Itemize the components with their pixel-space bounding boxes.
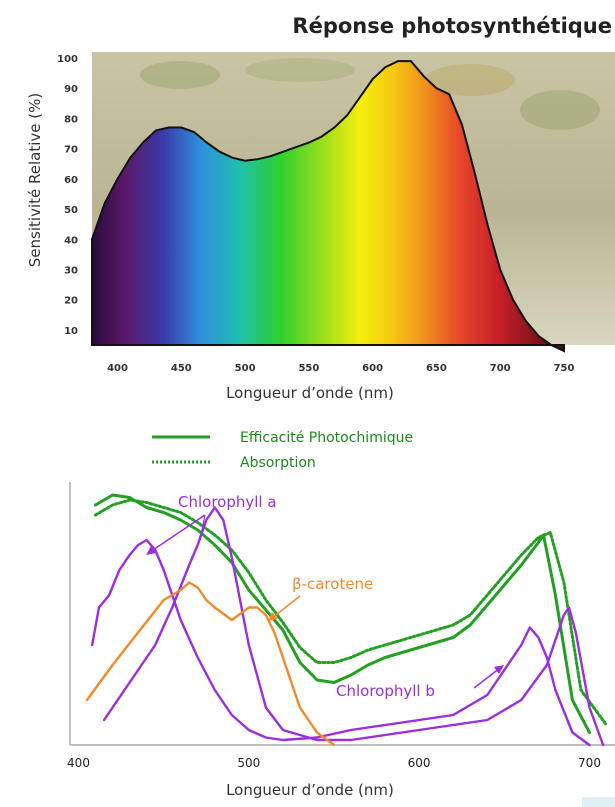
legend-label-efficacite: Efficacité Photochimique — [240, 430, 413, 446]
chart1-y-tick-100: 100 — [57, 54, 78, 65]
chart1-y-tick-70: 70 — [64, 145, 78, 156]
chart1-x-tick-400: 400 — [107, 363, 128, 374]
chart1-x-tick-600: 600 — [362, 363, 383, 374]
chart1-y-tick-20: 20 — [64, 296, 78, 307]
chart1-x-tick-450: 450 — [171, 363, 192, 374]
arrowhead-beta-carotene — [268, 612, 278, 621]
chart2-x-ticks: 400 500 600 700 — [67, 756, 601, 770]
arrowhead-chlorophyll-a-1 — [146, 546, 156, 555]
chart1-y-tick-10: 10 — [64, 326, 78, 337]
series-efficacit-photochimique — [94, 493, 591, 734]
arrowhead-chlorophyll-b — [494, 665, 504, 674]
chart1-y-tick-90: 90 — [64, 84, 78, 95]
chart1-x-tick-750: 750 — [554, 363, 575, 374]
corner-mark — [582, 797, 615, 807]
annotation-beta-carotene: β-carotene — [292, 575, 373, 593]
legend: Efficacité Photochimique Absorption — [152, 430, 413, 471]
chart1-x-tick-700: 700 — [490, 363, 511, 374]
chart1-spectrum-area — [91, 60, 565, 353]
arrow-chlorophyll-a-2 — [199, 514, 206, 541]
legend-label-absorption: Absorption — [240, 455, 316, 471]
chart1-y-tick-30: 30 — [64, 266, 78, 277]
chart2-series — [85, 493, 608, 747]
chart2-x-axis-label: Longueur d’onde (nm) — [226, 781, 394, 799]
chart1-x-tick-550: 550 — [298, 363, 319, 374]
arrow-chlorophyll-a-1 — [149, 514, 206, 553]
chart1-y-axis-label: Sensitivité Relative (%) — [26, 93, 44, 267]
chart1-y-tick-50: 50 — [64, 205, 78, 216]
series--carotene — [85, 581, 336, 747]
chart1-x-ticks: 400 450 500 550 600 650 700 750 — [107, 363, 574, 374]
annotation-chlorophyll-b: Chlorophyll b — [336, 682, 435, 700]
series-chlorophyll-b — [102, 506, 605, 747]
chart2-x-tick-600: 600 — [408, 756, 431, 770]
chart1-title: Réponse photosynthétique — [292, 14, 612, 38]
chart2-x-tick-700: 700 — [578, 756, 601, 770]
series-chlorophyll-a — [90, 538, 591, 747]
arrow-chlorophyll-b — [473, 667, 501, 689]
chart1-y-tick-60: 60 — [64, 175, 78, 186]
series-absorption — [94, 498, 608, 727]
chart2-x-tick-500: 500 — [237, 756, 260, 770]
chart2-x-tick-400: 400 — [67, 756, 90, 770]
chart1-y-tick-40: 40 — [64, 235, 78, 246]
chart1-y-ticks: 100 90 80 70 60 50 40 30 20 10 — [57, 54, 78, 337]
chart1-x-axis-label: Longueur d’onde (nm) — [226, 384, 394, 402]
chart1-x-tick-500: 500 — [235, 363, 256, 374]
chart2-annotations: Chlorophyll a β-carotene Chlorophyll b — [146, 493, 504, 700]
chart1-y-tick-80: 80 — [64, 115, 78, 126]
arrow-beta-carotene — [271, 595, 301, 619]
annotation-chlorophyll-a: Chlorophyll a — [178, 493, 277, 511]
chart1-x-tick-650: 650 — [426, 363, 447, 374]
